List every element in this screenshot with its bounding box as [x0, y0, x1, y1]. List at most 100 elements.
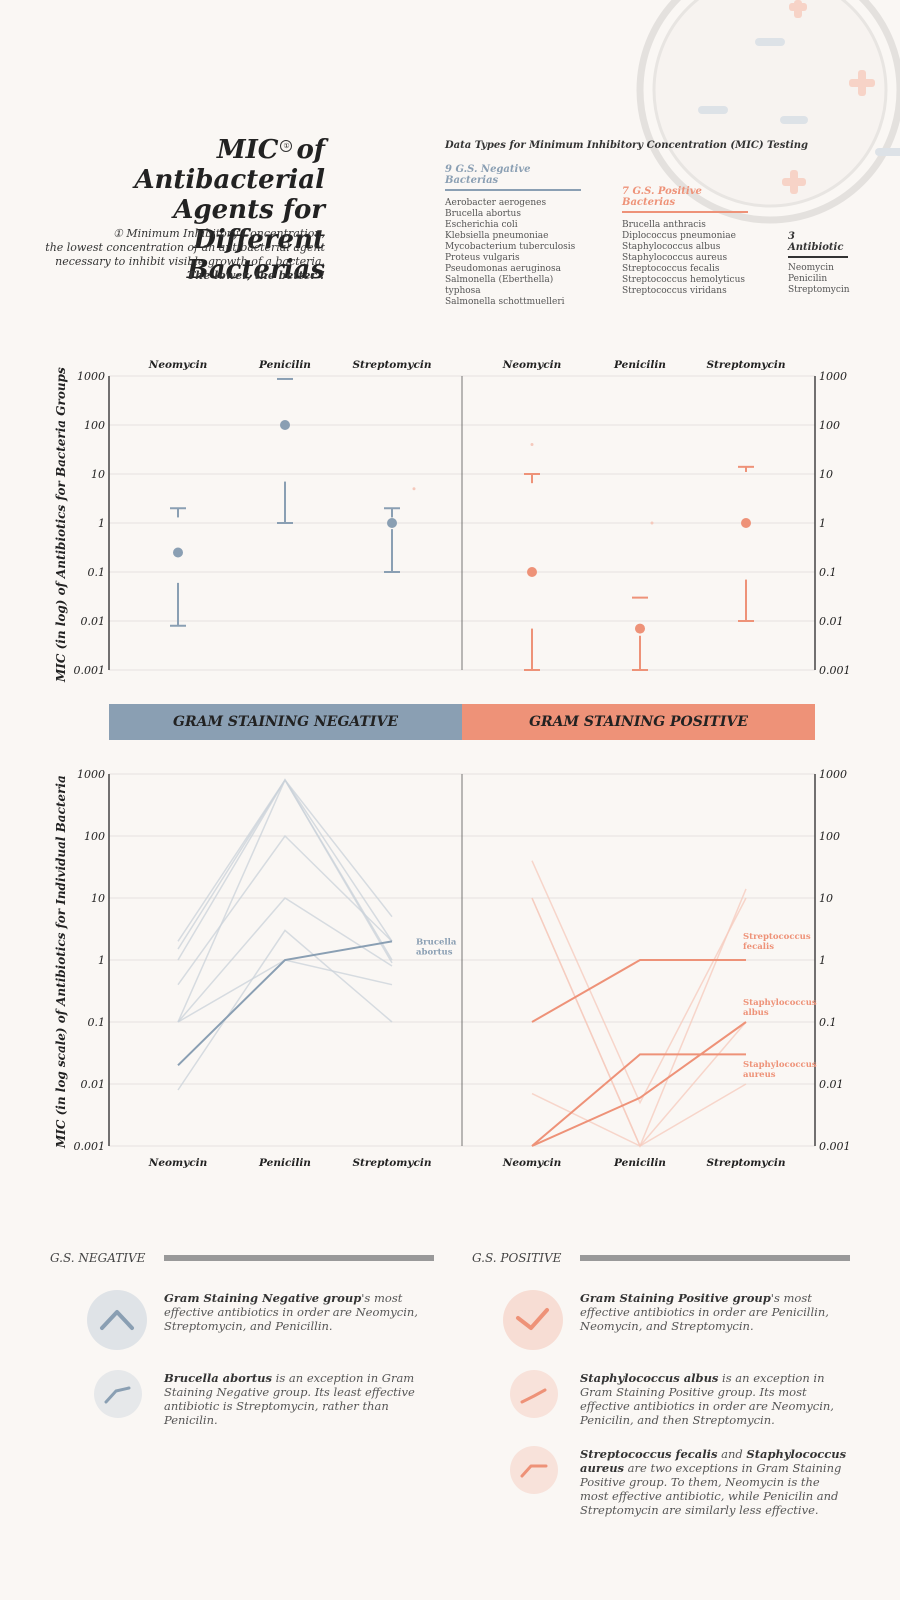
series-line: [531, 897, 747, 1148]
median-point: [387, 518, 397, 528]
series-line: [177, 834, 393, 986]
list-item: Salmonella (Eberthella) typhosa: [445, 275, 554, 296]
rising-trend-icon: [94, 1370, 142, 1418]
summary-negative-1: Gram Staining Negative group's most effe…: [164, 1291, 418, 1333]
peak-trend-icon: [87, 1290, 147, 1350]
x-tick-label: Neomycin: [148, 1157, 208, 1169]
y-tick-label: 0.01: [81, 615, 106, 628]
series-line: [177, 897, 393, 1023]
x-tick-label: Penicilin: [613, 1157, 666, 1169]
y-tick-label: 1: [98, 954, 105, 967]
list-item: Mycobacterium tuberculosis: [445, 242, 576, 252]
y-tick-label: 100: [819, 830, 840, 843]
x-tick-label: Neomycin: [502, 1157, 562, 1169]
list-item: Pseudomonas aeruginosa: [445, 264, 561, 274]
series-label: aureus: [743, 1070, 776, 1080]
y-tick-label: 10: [819, 468, 833, 481]
highlight-series-line: [531, 959, 746, 1023]
y-tick-label: 1000: [819, 370, 847, 383]
list-item: Klebsiella pneumoniae: [445, 231, 549, 241]
highlight-series-line: [531, 1021, 747, 1147]
summary-positive-2: Staphylococcus albus is an exception in …: [580, 1371, 834, 1427]
list-item: Penicilin: [788, 274, 828, 284]
outlier-point: [650, 521, 654, 525]
series-line: [177, 959, 393, 1023]
series-line: [531, 888, 747, 1148]
list-item: Proteus vulgaris: [445, 253, 520, 263]
gram-positive-band: GRAM STAINING POSITIVE: [462, 704, 815, 740]
y-tick-label: 0.01: [819, 615, 844, 628]
series-line: [531, 860, 747, 1105]
median-point: [741, 518, 751, 528]
series-line: [177, 778, 393, 942]
y-tick-label: 0.001: [819, 664, 851, 677]
series-label: Staphylococcus: [743, 1060, 817, 1070]
x-tick-label: Penicilin: [258, 1157, 311, 1169]
list-item: Streptococcus fecalis: [622, 264, 720, 274]
x-tick-label: Neomycin: [502, 359, 562, 371]
highlight-series-line: [531, 1053, 746, 1147]
list-item: Neomycin: [788, 263, 834, 273]
rise-plateau-trend-icon: [510, 1446, 558, 1494]
mic-definition: ① Minimum Inhibitory Concentration, the …: [45, 227, 325, 282]
series-line: [177, 778, 393, 964]
list-item: Streptococcus hemolyticus: [622, 275, 746, 285]
list-item: Aerobacter aerogenes: [445, 198, 547, 208]
summary-negative-2: Brucella abortus is an exception in Gram…: [164, 1371, 415, 1427]
y-tick-label: 0.001: [74, 1140, 106, 1153]
summary-positive-header: G.S. POSITIVE: [472, 1251, 562, 1265]
x-tick-label: Neomycin: [148, 359, 208, 371]
valley-trend-icon: [503, 1290, 563, 1350]
series-label: Brucella: [416, 937, 457, 947]
list-item: Streptococcus viridans: [622, 286, 727, 296]
median-point: [280, 420, 290, 430]
y-tick-label: 100: [84, 830, 105, 843]
series-label: Streptococcus: [743, 932, 811, 942]
x-tick-label: Penicilin: [258, 359, 311, 371]
individual-bacteria-line-chart: 1000 1000 100 100 10 10 1 1 0.1 0.1 0.01 0.01 0.001 0…: [74, 768, 851, 1169]
group-mic-range-chart: 1000 1000 100 100 10 10 1 1 0.1 0.1 0.01 0.01 0.001 0…: [74, 359, 851, 677]
footnote-marker-icon: ①: [280, 140, 293, 153]
footnote-marker-icon: ①: [112, 227, 123, 240]
outlier-point: [530, 442, 534, 446]
x-tick-label: Streptomycin: [352, 359, 431, 371]
y-tick-label: 10: [819, 892, 833, 905]
y-tick-label: 0.1: [819, 1016, 837, 1029]
series-line: [177, 778, 393, 950]
list-item: Streptomycin: [788, 285, 850, 295]
y-tick-label: 10: [91, 468, 105, 481]
y-tick-label: 0.1: [88, 566, 106, 579]
y-tick-label: 0.1: [88, 1016, 106, 1029]
list-item: Brucella anthracis: [622, 220, 706, 230]
series-line: [177, 929, 393, 1091]
list-item: Brucella abortus: [445, 209, 521, 219]
series-label: Staphylococcus: [743, 998, 817, 1008]
y-tick-label: 1: [819, 954, 826, 967]
page-title: MIC ① of Antibacterial Agents for Differen…: [134, 135, 325, 285]
antibiotic-list: 3 Antibiotic Neomycin Penicilin Streptomyc…: [788, 231, 868, 296]
divider: [580, 1255, 850, 1261]
y-tick-label: 1000: [819, 768, 847, 781]
list-item: Escherichia coli: [445, 220, 518, 230]
summary-negative-header: G.S. NEGATIVE: [50, 1251, 146, 1265]
list-item: Salmonella schottmuelleri: [445, 297, 565, 307]
median-point: [173, 547, 183, 558]
summary-positive-1: Gram Staining Positive group's most effe…: [580, 1291, 829, 1333]
list-item: Staphylococcus aureus: [622, 253, 728, 263]
data-types-title: Data Types for Minimum Inhibitory Concen…: [445, 140, 809, 151]
series-label: abortus: [416, 947, 453, 957]
y-tick-label: 1000: [77, 370, 105, 383]
y-tick-label: 10: [91, 892, 105, 905]
x-tick-label: Streptomycin: [352, 1157, 431, 1169]
negative-bacteria-list: 9 G.S. Negative Bacterias Aerobacter aer…: [445, 164, 585, 308]
series-label: fecalis: [743, 942, 774, 952]
y-tick-label: 100: [819, 419, 840, 432]
y-tick-label: 1: [819, 517, 826, 530]
y-tick-label: 0.001: [74, 664, 106, 677]
x-tick-label: Penicilin: [613, 359, 666, 371]
y-tick-label: 1000: [77, 768, 105, 781]
y-tick-label: 0.1: [819, 566, 837, 579]
list-item: Staphylococcus albus: [622, 242, 721, 252]
highlight-series-line: [177, 940, 393, 1067]
x-tick-label: Streptomycin: [706, 1157, 785, 1169]
